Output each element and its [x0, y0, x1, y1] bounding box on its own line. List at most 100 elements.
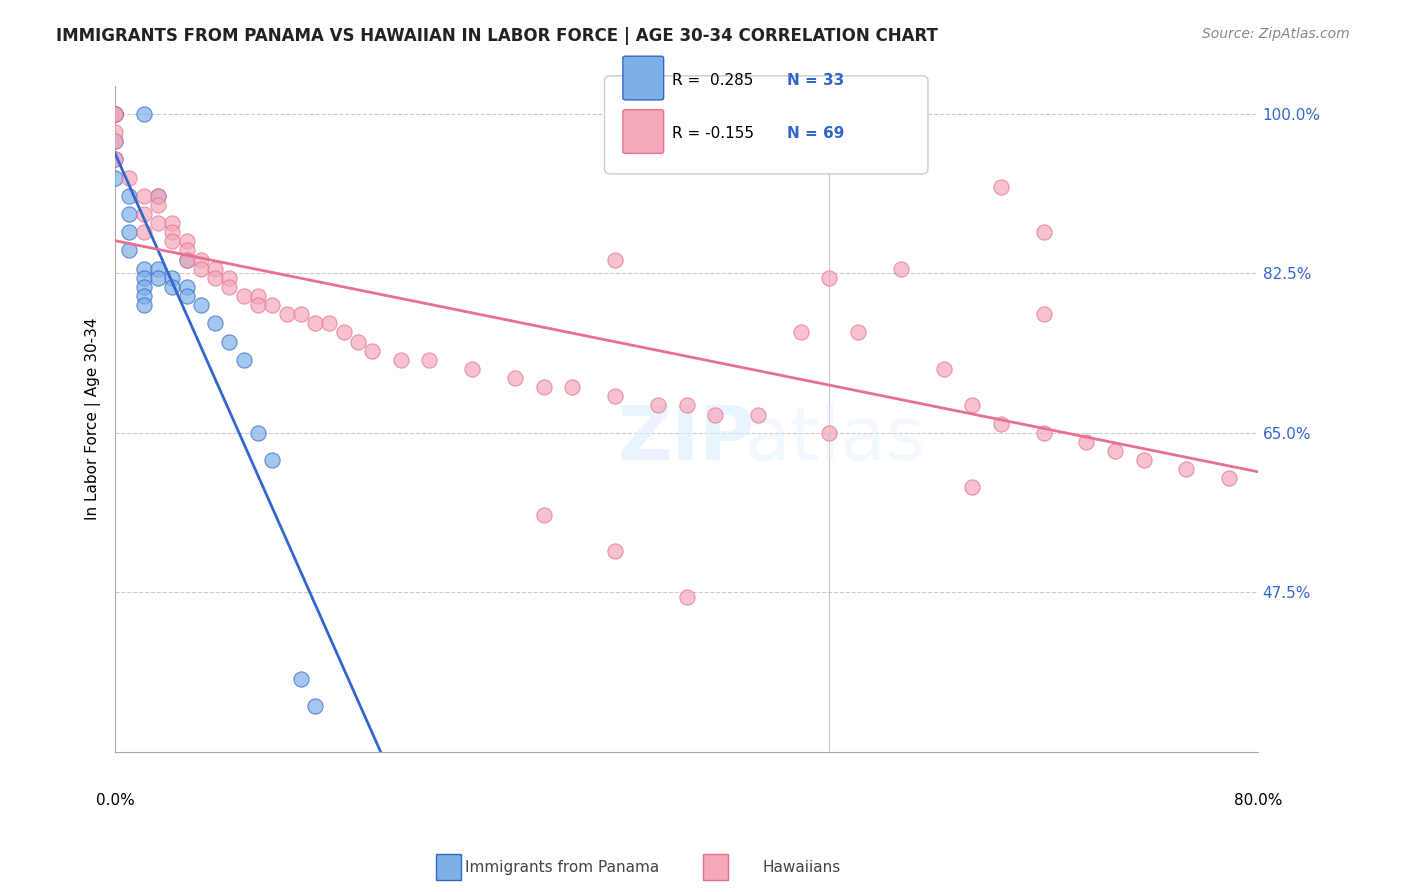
Point	[846, 326, 869, 340]
Point	[104, 153, 127, 167]
Point	[146, 216, 169, 230]
Point	[603, 252, 626, 267]
Point	[118, 188, 141, 202]
Point	[132, 298, 155, 312]
Point	[162, 225, 184, 239]
Point	[1032, 425, 1054, 440]
Point	[132, 106, 155, 120]
Point	[104, 134, 127, 148]
Text: R = -0.155: R = -0.155	[672, 127, 754, 141]
Point	[890, 261, 912, 276]
Point	[118, 244, 141, 258]
Point	[190, 261, 212, 276]
Point	[218, 270, 240, 285]
Point	[204, 270, 226, 285]
Point	[204, 261, 226, 276]
Point	[1076, 434, 1098, 449]
Point	[603, 544, 626, 558]
Point	[162, 270, 184, 285]
Point	[247, 425, 270, 440]
Point	[104, 106, 127, 120]
Point	[418, 352, 440, 367]
Text: Immigrants from Panama: Immigrants from Panama	[465, 860, 659, 874]
Point	[204, 317, 226, 331]
Text: 80.0%: 80.0%	[1233, 793, 1282, 808]
Point	[104, 170, 127, 185]
Point	[1032, 307, 1054, 321]
Point	[218, 334, 240, 349]
Point	[247, 298, 270, 312]
Point	[818, 270, 841, 285]
Point	[146, 261, 169, 276]
Point	[146, 188, 169, 202]
Point	[790, 326, 813, 340]
Point	[389, 352, 412, 367]
Point	[503, 371, 526, 385]
Point	[232, 352, 254, 367]
Text: ZIP: ZIP	[617, 402, 755, 475]
Text: Source: ZipAtlas.com: Source: ZipAtlas.com	[1202, 27, 1350, 41]
Point	[932, 362, 955, 376]
Point	[176, 252, 198, 267]
Point	[104, 134, 127, 148]
Point	[1218, 471, 1240, 485]
Point	[1175, 462, 1198, 476]
Point	[262, 453, 284, 467]
Point	[162, 216, 184, 230]
Point	[162, 280, 184, 294]
Y-axis label: In Labor Force | Age 30-34: In Labor Force | Age 30-34	[86, 318, 101, 520]
Point	[176, 289, 198, 303]
Point	[132, 207, 155, 221]
Point	[1132, 453, 1154, 467]
Point	[290, 672, 312, 686]
Point	[276, 307, 298, 321]
Point	[162, 235, 184, 249]
Text: R =  0.285: R = 0.285	[672, 73, 754, 87]
Point	[603, 389, 626, 403]
Point	[190, 252, 212, 267]
Point	[146, 270, 169, 285]
Point	[132, 261, 155, 276]
Point	[533, 380, 555, 394]
Point	[347, 334, 370, 349]
Point	[1032, 225, 1054, 239]
Point	[104, 106, 127, 120]
Point	[132, 225, 155, 239]
Point	[1104, 444, 1126, 458]
Point	[176, 235, 198, 249]
Point	[960, 480, 983, 494]
Point	[176, 244, 198, 258]
Point	[104, 153, 127, 167]
Point	[146, 198, 169, 212]
Point	[747, 408, 769, 422]
Point	[704, 408, 727, 422]
Point	[675, 398, 697, 412]
Point	[318, 317, 340, 331]
Point	[118, 207, 141, 221]
Text: Hawaiians: Hawaiians	[762, 860, 841, 874]
Point	[132, 270, 155, 285]
Point	[190, 298, 212, 312]
Point	[218, 280, 240, 294]
Text: IMMIGRANTS FROM PANAMA VS HAWAIIAN IN LABOR FORCE | AGE 30-34 CORRELATION CHART: IMMIGRANTS FROM PANAMA VS HAWAIIAN IN LA…	[56, 27, 938, 45]
Point	[132, 188, 155, 202]
Text: N = 69: N = 69	[787, 127, 845, 141]
Text: 0.0%: 0.0%	[96, 793, 135, 808]
Point	[332, 326, 354, 340]
Point	[132, 289, 155, 303]
Point	[232, 289, 254, 303]
Point	[104, 106, 127, 120]
Point	[561, 380, 583, 394]
Point	[176, 252, 198, 267]
Point	[990, 417, 1012, 431]
Point	[176, 280, 198, 294]
Point	[647, 398, 669, 412]
Point	[132, 280, 155, 294]
Point	[290, 307, 312, 321]
Text: atlas: atlas	[745, 402, 925, 475]
Point	[675, 590, 697, 604]
Point	[104, 125, 127, 139]
Point	[104, 106, 127, 120]
Point	[104, 106, 127, 120]
Point	[461, 362, 484, 376]
